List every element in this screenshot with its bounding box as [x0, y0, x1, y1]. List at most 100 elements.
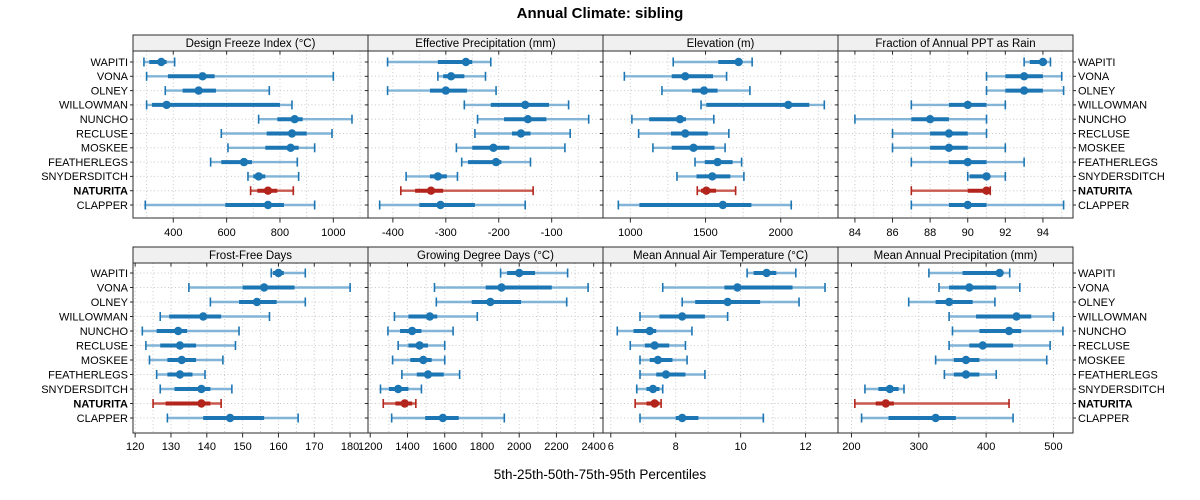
station-label-right: FEATHERLEGS	[1078, 369, 1158, 381]
median-dot	[963, 100, 972, 110]
median-dot	[263, 200, 273, 210]
median-dot	[965, 283, 974, 292]
median-dot	[995, 268, 1004, 278]
median-dot	[762, 268, 771, 278]
axis-tick-label: 92	[999, 227, 1011, 239]
percentile-row	[386, 57, 492, 67]
percentile-row	[672, 57, 753, 67]
axis-tick-label: 1500	[693, 227, 717, 239]
panel-title: Design Freeze Index (°C)	[186, 38, 316, 50]
axis-tick-label: 400	[164, 227, 182, 239]
percentile-row	[631, 114, 715, 124]
percentile-row	[637, 129, 730, 138]
axis-tick-label: 200	[842, 441, 860, 453]
median-dot	[175, 341, 185, 350]
station-label-left: RECLUSE	[76, 128, 128, 140]
percentile-row	[159, 384, 233, 394]
station-label-left: MOSKEE	[81, 143, 128, 155]
median-dot	[162, 100, 171, 110]
percentile-row	[152, 399, 222, 408]
median-dot	[1019, 86, 1029, 95]
axis-tick-label: 800	[271, 227, 289, 239]
station-label-left: NATURITA	[73, 398, 128, 410]
median-dot	[661, 370, 671, 379]
percentile-row	[966, 171, 1007, 181]
median-dot	[419, 355, 428, 365]
median-dot	[433, 172, 443, 181]
median-dot	[489, 143, 498, 152]
median-dot	[423, 370, 433, 379]
percentile-row	[145, 100, 293, 110]
median-dot	[982, 172, 991, 181]
percentile-row	[639, 355, 688, 365]
median-dot	[675, 115, 685, 124]
station-label-right: SNYDERSDITCH	[1078, 384, 1165, 396]
percentile-row	[910, 186, 992, 196]
axis-caption: 5th-25th-50th-75th-95th Percentiles	[493, 467, 707, 482]
station-label-left: FEATHERLEGS	[48, 157, 128, 169]
median-dot	[438, 413, 448, 423]
percentile-row	[676, 171, 745, 181]
panel-header	[837, 246, 1074, 264]
percentile-row	[400, 186, 534, 196]
percentile-row	[405, 171, 459, 181]
median-dot	[400, 399, 409, 408]
median-dot	[1004, 326, 1014, 336]
panel-title: Mean Annual Air Temperature (°C)	[633, 250, 808, 262]
axis-tick-label: -200	[488, 227, 510, 239]
median-dot	[734, 57, 743, 67]
station-label-right: RECLUSE	[1078, 340, 1130, 352]
percentile-row	[455, 143, 566, 153]
percentile-row	[854, 114, 988, 124]
station-label-left: WAPITI	[91, 57, 128, 69]
station-label-left: FEATHERLEGS	[48, 369, 128, 381]
percentile-row	[393, 312, 479, 321]
percentile-row	[188, 283, 351, 292]
station-label-right: NUNCHO	[1078, 326, 1127, 338]
percentile-row	[860, 413, 1014, 423]
station-label-left: OLNEY	[91, 85, 129, 97]
panel-title: Mean Annual Precipitation (mm)	[874, 250, 1038, 262]
axis-tick-label: 300	[910, 441, 928, 453]
station-label-left: CLAPPER	[77, 413, 128, 425]
percentile-row	[145, 71, 335, 81]
median-dot	[287, 129, 297, 138]
median-dot	[199, 312, 208, 321]
percentile-row	[433, 283, 589, 292]
median-dot	[426, 186, 436, 195]
percentile-row	[907, 297, 996, 307]
percentile-row	[985, 86, 1065, 96]
percentile-row	[943, 370, 998, 379]
median-dot	[718, 200, 728, 210]
percentile-row	[910, 157, 1025, 167]
percentile-row	[145, 341, 237, 350]
percentile-row	[435, 297, 568, 307]
median-dot	[681, 72, 690, 81]
station-label-right: OLNEY	[1078, 85, 1116, 97]
median-dot	[978, 341, 987, 350]
median-dot	[239, 157, 249, 167]
percentile-row	[910, 200, 1065, 210]
median-dot	[885, 384, 895, 394]
axis-tick-label: 130	[162, 441, 180, 453]
station-label-right: MOSKEE	[1078, 143, 1125, 155]
median-dot	[486, 297, 495, 307]
axis-tick-label: 2000	[768, 227, 792, 239]
median-dot	[963, 157, 972, 167]
median-dot	[648, 384, 658, 394]
station-label-left: WILLOWMAN	[59, 311, 128, 323]
percentile-row	[639, 312, 729, 321]
panel-mean-annual-precipitation-mm: 200 300 400 500 Mean Annual Precipitation (m…	[835, 246, 1076, 453]
median-dot	[944, 297, 954, 307]
percentile-row	[391, 355, 446, 365]
median-dot	[157, 57, 166, 67]
median-dot	[681, 129, 690, 138]
station-label-right: FEATHERLEGS	[1078, 157, 1158, 169]
station-label-left: OLNEY	[91, 297, 129, 309]
percentile-row	[617, 200, 793, 210]
percentile-row	[155, 370, 206, 379]
percentile-row	[951, 326, 1064, 336]
percentile-row	[639, 413, 765, 423]
percentile-row	[148, 355, 224, 365]
